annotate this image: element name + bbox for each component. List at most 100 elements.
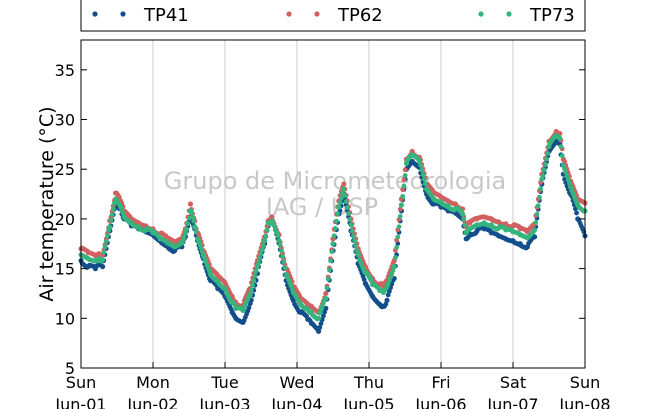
data-point bbox=[401, 183, 407, 189]
data-point bbox=[402, 173, 408, 178]
data-point bbox=[102, 244, 108, 250]
data-point bbox=[277, 242, 283, 248]
data-point bbox=[532, 234, 538, 240]
data-point bbox=[402, 167, 408, 173]
data-point bbox=[187, 201, 194, 207]
data-point bbox=[337, 200, 343, 205]
data-point bbox=[349, 228, 355, 234]
data-point bbox=[397, 214, 403, 219]
data-point bbox=[331, 233, 337, 239]
data-point bbox=[100, 264, 106, 270]
data-point bbox=[249, 297, 254, 303]
data-point bbox=[398, 202, 404, 208]
x-tick-day-label: Sat bbox=[500, 373, 526, 392]
data-point bbox=[290, 297, 296, 304]
legend-marker bbox=[120, 11, 126, 17]
watermark-line-2: IAG / USP bbox=[266, 193, 378, 221]
data-point bbox=[281, 259, 287, 265]
data-point bbox=[563, 170, 569, 175]
data-point bbox=[389, 281, 395, 287]
x-tick-date-label: Jun-02 bbox=[126, 395, 178, 409]
legend-label: TP62 bbox=[337, 5, 383, 26]
data-point bbox=[101, 250, 107, 255]
data-point bbox=[559, 153, 565, 159]
data-point bbox=[418, 162, 423, 168]
data-point bbox=[250, 282, 256, 288]
axis-frame bbox=[80, 39, 586, 369]
data-point bbox=[394, 244, 399, 250]
data-point bbox=[416, 158, 422, 164]
data-point bbox=[321, 313, 326, 319]
data-point bbox=[534, 211, 540, 217]
x-tick-date-label: Jun-06 bbox=[414, 395, 466, 409]
data-point bbox=[325, 276, 331, 282]
data-point bbox=[348, 222, 354, 228]
data-point bbox=[264, 227, 270, 233]
data-point bbox=[282, 265, 288, 271]
data-point bbox=[423, 181, 428, 187]
data-point bbox=[558, 144, 564, 150]
data-point bbox=[538, 186, 543, 192]
data-point bbox=[535, 203, 541, 209]
legend-label: TP73 bbox=[529, 5, 575, 26]
data-point bbox=[322, 309, 327, 315]
data-point bbox=[105, 233, 110, 239]
data-point bbox=[318, 321, 324, 327]
data-point bbox=[192, 224, 198, 230]
data-point bbox=[336, 204, 342, 210]
data-point bbox=[395, 234, 401, 240]
data-point bbox=[557, 135, 563, 141]
data-point bbox=[247, 291, 253, 298]
data-point bbox=[347, 217, 353, 222]
data-point bbox=[393, 255, 398, 260]
x-tick-day-label: Tue bbox=[210, 373, 238, 392]
data-point bbox=[565, 177, 571, 183]
x-tick-date-label: Jun-07 bbox=[486, 395, 538, 409]
x-tick-day-label: Mon bbox=[136, 373, 170, 392]
legend-entry-TP73: TP73 bbox=[478, 5, 575, 26]
legend-marker bbox=[478, 11, 484, 17]
data-point bbox=[252, 273, 258, 279]
data-point bbox=[564, 173, 570, 179]
y-tick-label: 35 bbox=[55, 61, 75, 80]
data-point bbox=[545, 151, 551, 157]
legend-entry-TP62: TP62 bbox=[286, 5, 383, 26]
data-point bbox=[316, 328, 322, 334]
y-tick-label: 30 bbox=[55, 111, 75, 130]
x-tick-day-label: Sun bbox=[570, 373, 600, 392]
y-axis: 5 10 15 20 25 30 35 bbox=[55, 61, 585, 378]
data-point bbox=[400, 187, 406, 193]
data-point bbox=[351, 233, 356, 239]
data-point bbox=[261, 243, 266, 249]
legend-marker bbox=[506, 11, 512, 17]
data-point bbox=[462, 222, 468, 228]
x-tick-day-label: Sun bbox=[66, 373, 96, 392]
legend: TP41 TP62 TP73 bbox=[80, 0, 586, 32]
data-point bbox=[110, 206, 116, 212]
data-point bbox=[251, 278, 257, 283]
data-point bbox=[573, 206, 578, 212]
data-point bbox=[334, 218, 339, 224]
data-point bbox=[345, 205, 350, 210]
data-point bbox=[460, 211, 466, 217]
x-tick-day-label: Wed bbox=[280, 373, 315, 392]
legend-entry-TP41: TP41 bbox=[92, 5, 189, 26]
data-point bbox=[323, 295, 329, 302]
data-point bbox=[341, 181, 347, 187]
data-point bbox=[254, 264, 260, 270]
data-point bbox=[276, 238, 282, 244]
data-point bbox=[544, 156, 549, 162]
data-point bbox=[199, 249, 205, 255]
y-tick-label: 10 bbox=[55, 309, 75, 328]
data-point bbox=[107, 224, 113, 230]
data-point bbox=[332, 226, 338, 231]
data-point bbox=[352, 238, 357, 244]
data-point bbox=[346, 211, 351, 216]
data-point bbox=[328, 258, 333, 264]
data-point bbox=[419, 167, 425, 173]
data-point bbox=[387, 288, 392, 294]
data-point bbox=[543, 162, 548, 167]
legend-marker bbox=[286, 11, 292, 17]
plot-area bbox=[81, 40, 585, 368]
data-point bbox=[190, 214, 196, 220]
